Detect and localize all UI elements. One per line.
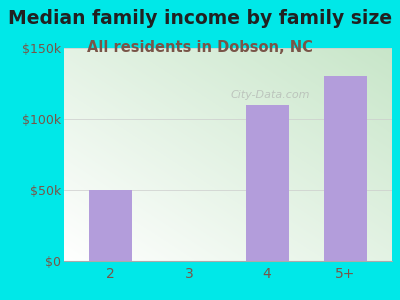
Bar (324, 76, 367, 261)
Text: City-Data.com: City-Data.com (231, 90, 310, 100)
Bar (89, 190, 132, 261)
Text: Median family income by family size: Median family income by family size (8, 9, 392, 28)
Text: All residents in Dobson, NC: All residents in Dobson, NC (87, 40, 313, 56)
Bar (246, 105, 288, 261)
